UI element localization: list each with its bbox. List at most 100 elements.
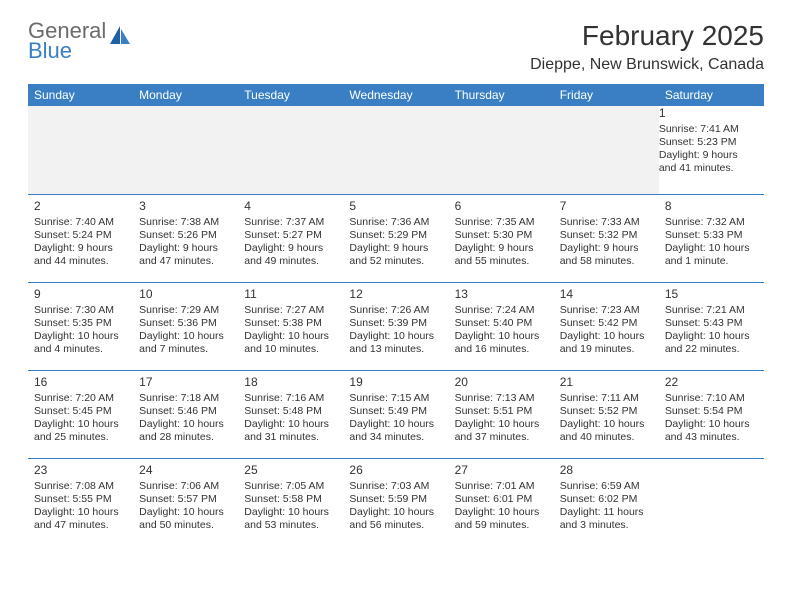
day-info-line: Sunrise: 7:38 AM xyxy=(139,216,232,229)
calendar-cell: 20Sunrise: 7:13 AMSunset: 5:51 PMDayligh… xyxy=(449,370,554,458)
day-number: 4 xyxy=(244,199,337,214)
day-info-line: Sunrise: 7:23 AM xyxy=(560,304,653,317)
day-info-line: Sunrise: 7:13 AM xyxy=(455,392,548,405)
day-info-line: Daylight: 9 hours xyxy=(139,242,232,255)
header: General Blue February 2025 Dieppe, New B… xyxy=(28,20,764,74)
calendar-cell: 3 Sunrise: 7:38 AMSunset: 5:26 PMDaylight… xyxy=(133,194,238,282)
calendar-cell: 12Sunrise: 7:26 AMSunset: 5:39 PMDayligh… xyxy=(343,282,448,370)
day-info: Sunrise: 7:20 AMSunset: 5:45 PMDaylight:… xyxy=(34,392,127,445)
day-info-line: Daylight: 10 hours xyxy=(139,506,232,519)
day-number: 2 xyxy=(34,199,127,214)
day-info: Sunrise: 7:26 AMSunset: 5:39 PMDaylight:… xyxy=(349,304,442,357)
calendar-cell xyxy=(659,458,764,546)
day-info-line: and 58 minutes. xyxy=(560,255,653,268)
day-info-line: and 28 minutes. xyxy=(139,431,232,444)
day-info-line: Daylight: 10 hours xyxy=(455,330,548,343)
day-info-line: and 13 minutes. xyxy=(349,343,442,356)
calendar-cell xyxy=(28,106,133,194)
day-info-line: Sunrise: 7:20 AM xyxy=(34,392,127,405)
day-info: Sunrise: 6:59 AMSunset: 6:02 PMDaylight:… xyxy=(560,480,653,533)
calendar-cell: 15Sunrise: 7:21 AMSunset: 5:43 PMDayligh… xyxy=(659,282,764,370)
day-number: 3 xyxy=(139,199,232,214)
day-info-line: and 16 minutes. xyxy=(455,343,548,356)
calendar-cell: 10 Sunrise: 7:29 AMSunset: 5:36 PMDayligh… xyxy=(133,282,238,370)
day-info-line: Sunset: 5:29 PM xyxy=(349,229,442,242)
day-info-line: Sunset: 5:30 PM xyxy=(455,229,548,242)
day-info-line: Daylight: 10 hours xyxy=(665,418,758,431)
calendar-cell: 17Sunrise: 7:18 AMSunset: 5:46 PMDayligh… xyxy=(133,370,238,458)
day-info: Sunrise: 7:29 AMSunset: 5:36 PMDaylight:… xyxy=(139,304,232,357)
day-info-line: and 7 minutes. xyxy=(139,343,232,356)
calendar-cell xyxy=(343,106,448,194)
day-info: Sunrise: 7:16 AMSunset: 5:48 PMDaylight:… xyxy=(244,392,337,445)
weekday-header: Sunday xyxy=(28,84,133,106)
day-info-line: Daylight: 10 hours xyxy=(139,418,232,431)
day-info: Sunrise: 7:41 AMSunset: 5:23 PMDaylight:… xyxy=(659,123,764,176)
day-info-line: Sunrise: 7:30 AM xyxy=(34,304,127,317)
day-info-line: Daylight: 10 hours xyxy=(455,506,548,519)
calendar-cell: 2Sunrise: 7:40 AMSunset: 5:24 PMDaylight… xyxy=(28,194,133,282)
day-info-line: Sunset: 5:49 PM xyxy=(349,405,442,418)
day-info-line: Daylight: 10 hours xyxy=(139,330,232,343)
calendar-cell xyxy=(238,106,343,194)
day-number: 1 xyxy=(659,106,764,121)
day-number: 22 xyxy=(665,375,758,390)
day-info-line: Daylight: 10 hours xyxy=(34,418,127,431)
calendar-cell: 21Sunrise: 7:11 AMSunset: 5:52 PMDayligh… xyxy=(554,370,659,458)
day-number: 8 xyxy=(665,199,758,214)
day-info-line: Sunrise: 7:10 AM xyxy=(665,392,758,405)
day-info-line: Sunset: 5:54 PM xyxy=(665,405,758,418)
location-subtitle: Dieppe, New Brunswick, Canada xyxy=(530,56,764,74)
day-info-line: and 49 minutes. xyxy=(244,255,337,268)
day-info-line: Daylight: 10 hours xyxy=(244,418,337,431)
day-info-line: Sunset: 5:52 PM xyxy=(560,405,653,418)
day-info: Sunrise: 7:36 AMSunset: 5:29 PMDaylight:… xyxy=(349,216,442,269)
day-number: 18 xyxy=(244,375,337,390)
day-info-line: Daylight: 10 hours xyxy=(244,506,337,519)
day-info-line: Daylight: 10 hours xyxy=(665,330,758,343)
title-block: February 2025 Dieppe, New Brunswick, Can… xyxy=(530,20,764,74)
day-info-line: and 59 minutes. xyxy=(455,519,548,532)
day-info-line: Sunrise: 7:37 AM xyxy=(244,216,337,229)
day-info-line: and 37 minutes. xyxy=(455,431,548,444)
calendar-cell: 8Sunrise: 7:32 AMSunset: 5:33 PMDaylight… xyxy=(659,194,764,282)
weekday-header: Friday xyxy=(554,84,659,106)
day-info: Sunrise: 7:01 AMSunset: 6:01 PMDaylight:… xyxy=(455,480,548,533)
day-number: 10 xyxy=(139,287,232,302)
day-info-line: and 40 minutes. xyxy=(560,431,653,444)
day-info-line: Sunrise: 7:40 AM xyxy=(34,216,127,229)
day-info-line: Daylight: 10 hours xyxy=(34,506,127,519)
day-info-line: Sunset: 5:57 PM xyxy=(139,493,232,506)
calendar-cell: 13Sunrise: 7:24 AMSunset: 5:40 PMDayligh… xyxy=(449,282,554,370)
day-info-line: Daylight: 9 hours xyxy=(560,242,653,255)
day-info-line: Sunrise: 7:08 AM xyxy=(34,480,127,493)
day-info-line: Sunset: 5:48 PM xyxy=(244,405,337,418)
day-info-line: Daylight: 9 hours xyxy=(34,242,127,255)
day-info-line: Sunrise: 7:35 AM xyxy=(455,216,548,229)
calendar-cell: 18 Sunrise: 7:16 AMSunset: 5:48 PMDayligh… xyxy=(238,370,343,458)
calendar-cell: 11Sunrise: 7:27 AMSunset: 5:38 PMDayligh… xyxy=(238,282,343,370)
day-number: 24 xyxy=(139,463,232,478)
day-info: Sunrise: 7:06 AMSunset: 5:57 PMDaylight:… xyxy=(139,480,232,533)
day-info-line: Sunrise: 7:11 AM xyxy=(560,392,653,405)
logo: General Blue xyxy=(28,20,132,62)
day-info-line: Sunrise: 6:59 AM xyxy=(560,480,653,493)
day-info-line: Sunset: 5:38 PM xyxy=(244,317,337,330)
day-info-line: Sunset: 5:23 PM xyxy=(659,136,764,149)
calendar-header-row: SundayMondayTuesdayWednesdayThursdayFrid… xyxy=(28,84,764,106)
day-number: 23 xyxy=(34,463,127,478)
day-number: 13 xyxy=(455,287,548,302)
day-info: Sunrise: 7:38 AMSunset: 5:26 PMDaylight:… xyxy=(139,216,232,269)
day-info-line: and 47 minutes. xyxy=(139,255,232,268)
day-info-line: Daylight: 10 hours xyxy=(349,330,442,343)
calendar-cell: 16 Sunrise: 7:20 AMSunset: 5:45 PMDayligh… xyxy=(28,370,133,458)
calendar-week-row: 2Sunrise: 7:40 AMSunset: 5:24 PMDaylight… xyxy=(28,194,764,282)
weekday-header: Saturday xyxy=(659,84,764,106)
day-info: Sunrise: 7:35 AMSunset: 5:30 PMDaylight:… xyxy=(455,216,548,269)
day-info-line: Sunset: 5:27 PM xyxy=(244,229,337,242)
day-info-line: Sunrise: 7:03 AM xyxy=(349,480,442,493)
day-info-line: Daylight: 9 hours xyxy=(659,149,764,162)
calendar-cell xyxy=(449,106,554,194)
day-info-line: Sunset: 5:35 PM xyxy=(34,317,127,330)
day-number: 16 xyxy=(34,375,127,390)
